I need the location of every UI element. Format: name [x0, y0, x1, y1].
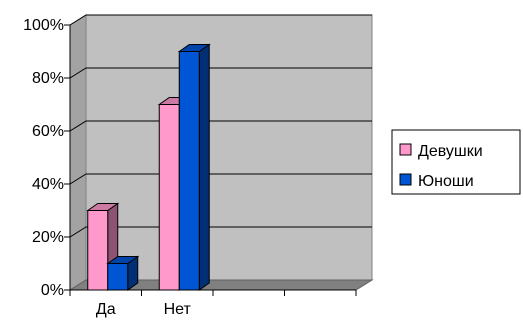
x-tick-label: Нет — [164, 301, 192, 318]
legend-swatch — [399, 173, 412, 186]
gridline — [69, 67, 372, 79]
x-tick-label: Да — [96, 301, 116, 318]
bar-front — [87, 210, 109, 291]
y-tick-label: 80% — [32, 70, 64, 87]
legend-label: Девушки — [418, 143, 483, 160]
y-tick-label: 0% — [41, 282, 64, 299]
x-tick-labels: Да Нет — [96, 301, 192, 318]
legend-label: Юноши — [418, 173, 474, 190]
bar — [177, 43, 211, 291]
bars — [86, 43, 211, 291]
legend-box — [391, 129, 521, 195]
y-tick-label: 60% — [32, 123, 64, 140]
back-wall — [85, 14, 373, 281]
y-tick-label: 100% — [23, 17, 64, 34]
bar — [106, 255, 140, 291]
legend-swatch — [399, 143, 412, 156]
gridline — [69, 173, 372, 185]
y-tick-label: 40% — [32, 176, 64, 193]
legend: Девушки Юноши — [391, 129, 521, 195]
gridline — [69, 120, 372, 132]
y-tick-label: 20% — [32, 229, 64, 246]
gridline — [69, 226, 372, 238]
gridlines — [69, 14, 372, 238]
bar-front — [107, 263, 129, 291]
bar-side — [198, 43, 210, 291]
side-wall — [69, 14, 87, 291]
y-tick-labels: 0% 20% 40% 60% 80% 100% — [23, 17, 64, 299]
gridline — [69, 14, 372, 26]
bar-front — [178, 51, 200, 291]
bar-front — [158, 104, 180, 291]
